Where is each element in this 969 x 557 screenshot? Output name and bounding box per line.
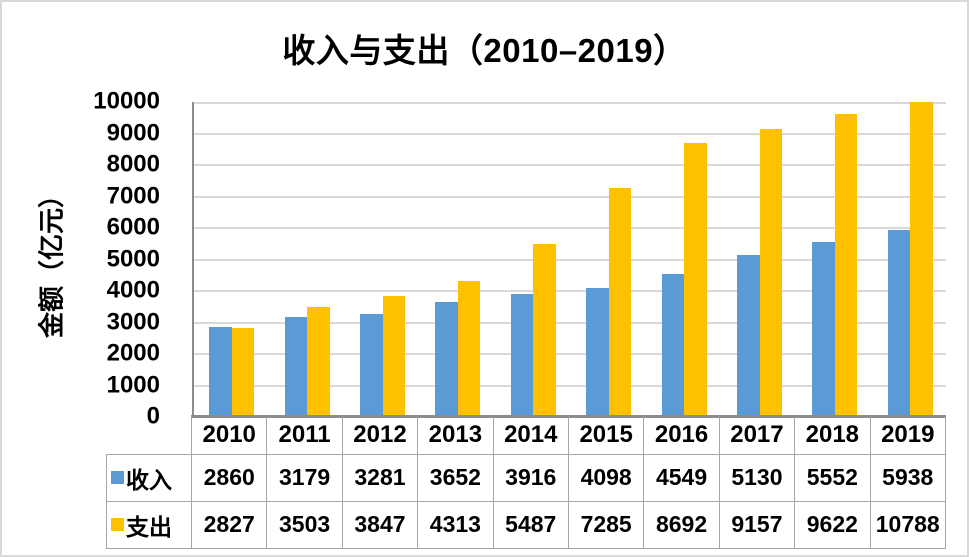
table-row: 支出 2827 3503 3847 4313 5487 7285 8692 9157 9622 10… (106, 500, 947, 549)
gridline (194, 195, 946, 198)
bar (533, 244, 556, 417)
value-cell: 9622 (794, 500, 871, 549)
value-cell: 5938 (869, 453, 947, 502)
bar (457, 281, 481, 417)
value-cell: 8692 (643, 500, 720, 549)
bar (586, 287, 609, 417)
value-cell: 5487 (492, 500, 569, 549)
year-cell: 2019 (869, 417, 947, 455)
bar (284, 316, 308, 417)
value-cell: 4098 (567, 453, 645, 502)
y-tick-label: 4000 (106, 276, 160, 304)
legend-swatch-icon (111, 470, 124, 484)
corner-cell (107, 417, 192, 454)
y-tick-label: 9000 (106, 118, 160, 146)
year-cell: 2013 (417, 417, 494, 455)
value-cell: 4313 (417, 500, 494, 549)
year-cell: 2017 (718, 417, 796, 455)
value-cell: 9157 (718, 500, 796, 549)
year-cell: 2014 (492, 417, 569, 455)
value-cell: 10788 (869, 500, 947, 549)
bar (661, 273, 685, 417)
table-row: 2010 2011 2012 2013 2014 2015 2016 2017 2018 2019 (107, 417, 947, 455)
value-cell: 3916 (492, 453, 569, 502)
series-name: 收入 (126, 466, 172, 493)
table-row: 收入 2860 3179 3281 3652 3916 4098 4549 5130 5552 59… (106, 453, 947, 502)
bar (737, 255, 760, 417)
value-cell: 5552 (794, 453, 871, 502)
bar (435, 301, 458, 417)
value-cell: 2827 (190, 500, 268, 549)
gridline (194, 290, 946, 292)
data-table: 2010 2011 2012 2013 2014 2015 2016 2017 2018 2019… (106, 417, 947, 549)
series-name: 支出 (126, 513, 172, 540)
bar (684, 143, 707, 417)
gridline (194, 258, 946, 261)
gridlines (194, 102, 946, 417)
value-cell: 3179 (266, 453, 343, 502)
value-cell: 3847 (341, 500, 419, 549)
value-cell: 3281 (341, 453, 419, 502)
bar (887, 229, 911, 417)
y-tick-label: 6000 (106, 213, 160, 241)
y-axis-title: 金额（亿元） (36, 181, 67, 339)
bar (209, 326, 232, 417)
legend-swatch-icon (111, 517, 124, 531)
y-tick-label: 5000 (106, 244, 160, 272)
y-tick-label: 8000 (106, 150, 160, 178)
bar (307, 306, 330, 417)
gridline (194, 227, 946, 229)
bar (759, 128, 782, 417)
bar (231, 327, 255, 417)
value-cell: 4549 (643, 453, 720, 502)
y-tick-label: 3000 (106, 307, 160, 335)
year-cell: 2010 (190, 417, 268, 455)
data-table-body: 2010 2011 2012 2013 2014 2015 2016 2017 2018 2019… (106, 417, 947, 549)
bars (194, 102, 946, 417)
series-label-cell: 支出 (106, 500, 192, 549)
gridline (194, 164, 946, 166)
value-cell: 5130 (718, 453, 796, 502)
value-cell: 3503 (266, 500, 343, 549)
bar (382, 295, 405, 417)
y-tick-label: 2000 (106, 339, 160, 367)
bar (834, 113, 858, 417)
gridline (194, 321, 946, 324)
series-label-cell: 收入 (106, 453, 192, 502)
value-cell: 2860 (190, 453, 268, 502)
bar (910, 102, 933, 417)
bar (812, 242, 835, 417)
y-tick-label: 0 (146, 402, 160, 430)
year-cell: 2012 (341, 417, 419, 455)
value-cell: 3652 (417, 453, 494, 502)
plot-area (192, 102, 946, 417)
year-cell: 2015 (567, 417, 645, 455)
x-axis-line (191, 415, 946, 418)
gridline (194, 384, 946, 387)
bar (510, 293, 534, 417)
bar (360, 313, 383, 417)
year-cell: 2018 (794, 417, 871, 455)
gridline (194, 353, 946, 355)
gridline (194, 102, 946, 104)
y-tick-label: 1000 (106, 370, 160, 398)
chart-title: 收入与支出（2010–2019） (282, 32, 687, 69)
bar (608, 187, 632, 417)
year-cell: 2011 (266, 417, 343, 455)
y-tick-label: 7000 (106, 181, 160, 209)
y-tick-label: 10000 (93, 87, 160, 115)
gridline (194, 132, 946, 135)
value-cell: 7285 (567, 500, 645, 549)
year-cell: 2016 (643, 417, 720, 455)
